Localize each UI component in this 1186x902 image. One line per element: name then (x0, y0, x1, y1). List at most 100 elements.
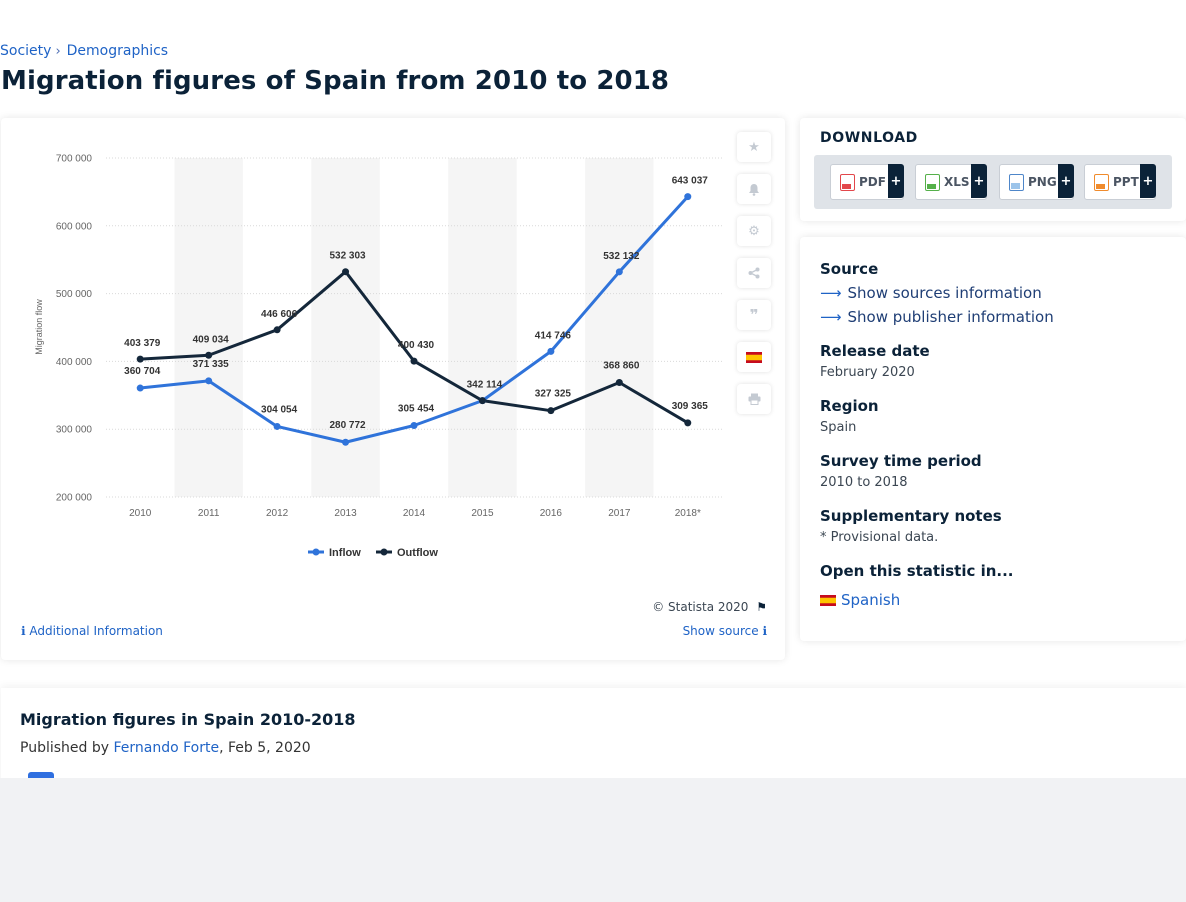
migration-chart: 200 000 300 000 400 000 500 000 600 000 700 0… (34, 154, 722, 559)
legend-marker (312, 548, 320, 556)
statista-copyright[interactable]: © Statista 2020 ⚑ (652, 600, 767, 614)
y-tick-label: 600 000 (56, 221, 93, 232)
data-label: 368 860 (603, 361, 640, 372)
legend-label: Inflow (329, 547, 361, 559)
x-tick-label: 2017 (608, 508, 631, 519)
x-tick-label: 2015 (471, 508, 494, 519)
download-png-button[interactable]: PNG + (999, 164, 1074, 200)
article-badge (28, 772, 54, 782)
chart-toolbar: ★ ⚙ ❞ (737, 132, 773, 426)
survey-period-label: Survey time period (820, 452, 982, 470)
data-label: 532 132 (603, 251, 640, 262)
spain-flag-icon[interactable] (737, 342, 771, 372)
print-icon[interactable] (737, 384, 771, 414)
x-tick-label: 2013 (334, 508, 357, 519)
download-xls-button[interactable]: XLS + (915, 164, 987, 200)
y-tick-label: 500 000 (56, 289, 93, 300)
legend-item-outflow: Outflow (376, 547, 438, 559)
arrow-right-icon: ⟶ (820, 308, 842, 326)
release-date-label: Release date (820, 342, 930, 360)
data-label: 327 325 (535, 389, 572, 400)
additional-info-link[interactable]: ℹ Additional Information (21, 624, 163, 638)
inflow-point (342, 438, 350, 446)
column-band (311, 158, 380, 497)
pdf-label: PDF (859, 175, 886, 189)
data-label: 532 303 (329, 251, 366, 262)
info-icon: ℹ (762, 624, 767, 638)
xls-plus[interactable]: + (971, 164, 987, 198)
bell-icon[interactable] (737, 174, 771, 204)
pdf-plus[interactable]: + (888, 164, 904, 198)
column-band (448, 158, 517, 497)
ppt-file-icon (1094, 173, 1109, 191)
page-title: Migration figures of Spain from 2010 to … (1, 66, 670, 96)
png-plus[interactable]: + (1058, 164, 1074, 198)
x-tick-label: 2012 (266, 508, 289, 519)
published-by-label: Published by (20, 740, 110, 756)
show-source-label: Show source (682, 624, 759, 638)
y-tick-label: 300 000 (56, 425, 93, 436)
y-axis-label: Migration flow (34, 299, 44, 355)
legend-marker (380, 548, 388, 556)
author-link[interactable]: Fernando Forte (113, 740, 220, 756)
download-ppt-button[interactable]: PPT + (1084, 164, 1156, 200)
inflow-point (136, 384, 144, 392)
ppt-label: PPT (1113, 175, 1139, 189)
inflow-point (273, 422, 281, 430)
outflow-point (342, 268, 350, 276)
outflow-point (615, 379, 623, 387)
data-label: 371 335 (193, 359, 230, 370)
arrow-right-icon: ⟶ (820, 284, 842, 302)
x-tick-label: 2010 (129, 508, 152, 519)
data-label: 280 772 (329, 420, 366, 431)
data-label: 304 054 (261, 404, 298, 415)
x-tick-label: 2016 (540, 508, 563, 519)
download-pdf-button[interactable]: PDF + (830, 164, 904, 200)
show-sources-link[interactable]: ⟶ Show sources information (820, 284, 1042, 302)
chevron-right-icon: › (55, 43, 61, 59)
breadcrumb: Society › Demographics (0, 43, 168, 59)
download-bar: PDF + XLS + PNG + PPT + (814, 155, 1172, 209)
column-band (585, 158, 654, 497)
open-statistic-label: Open this statistic in... (820, 562, 1014, 580)
flag-report-icon[interactable]: ⚑ (756, 600, 767, 614)
xls-file-icon (925, 173, 940, 191)
legend-label: Outflow (397, 547, 438, 559)
publish-date: , Feb 5, 2020 (219, 740, 311, 756)
data-label: 414 746 (535, 330, 572, 341)
x-tick-label: 2014 (403, 508, 426, 519)
download-panel: DOWNLOAD PDF + XLS + PNG + PPT + (800, 118, 1186, 221)
outflow-point (547, 407, 555, 415)
show-publisher-link[interactable]: ⟶ Show publisher information (820, 308, 1054, 326)
data-label: 342 114 (467, 380, 503, 391)
png-file-icon (1009, 173, 1024, 191)
survey-period-value: 2010 to 2018 (820, 475, 908, 490)
share-icon[interactable] (737, 258, 771, 288)
legend-item-inflow: Inflow (308, 547, 361, 559)
outflow-point (410, 357, 418, 365)
source-label: Source (820, 260, 879, 278)
outflow-point (273, 326, 281, 334)
inflow-point (684, 193, 692, 201)
data-label: 409 034 (193, 334, 230, 345)
gear-icon[interactable]: ⚙ (737, 216, 771, 246)
quote-icon[interactable]: ❞ (737, 300, 771, 330)
data-label: 309 365 (672, 401, 709, 412)
supplementary-notes-label: Supplementary notes (820, 507, 1002, 525)
region-label: Region (820, 397, 879, 415)
spain-flag-icon (820, 594, 836, 606)
show-source-link[interactable]: Show source ℹ (683, 624, 767, 638)
png-label: PNG (1028, 175, 1057, 189)
ppt-plus[interactable]: + (1140, 164, 1156, 198)
y-tick-label: 700 000 (56, 154, 93, 165)
additional-info-label: Additional Information (29, 624, 163, 638)
x-tick-label: 2011 (198, 508, 220, 519)
star-icon[interactable]: ★ (737, 132, 771, 162)
breadcrumb-demographics[interactable]: Demographics (66, 43, 169, 59)
y-tick-label: 200 000 (56, 493, 93, 504)
supplementary-notes-value: * Provisional data. (820, 530, 939, 545)
breadcrumb-society[interactable]: Society (0, 43, 52, 59)
open-in-spanish-link[interactable]: Spanish (820, 591, 900, 609)
pdf-file-icon (840, 173, 855, 191)
page-footer-area (0, 778, 1186, 902)
